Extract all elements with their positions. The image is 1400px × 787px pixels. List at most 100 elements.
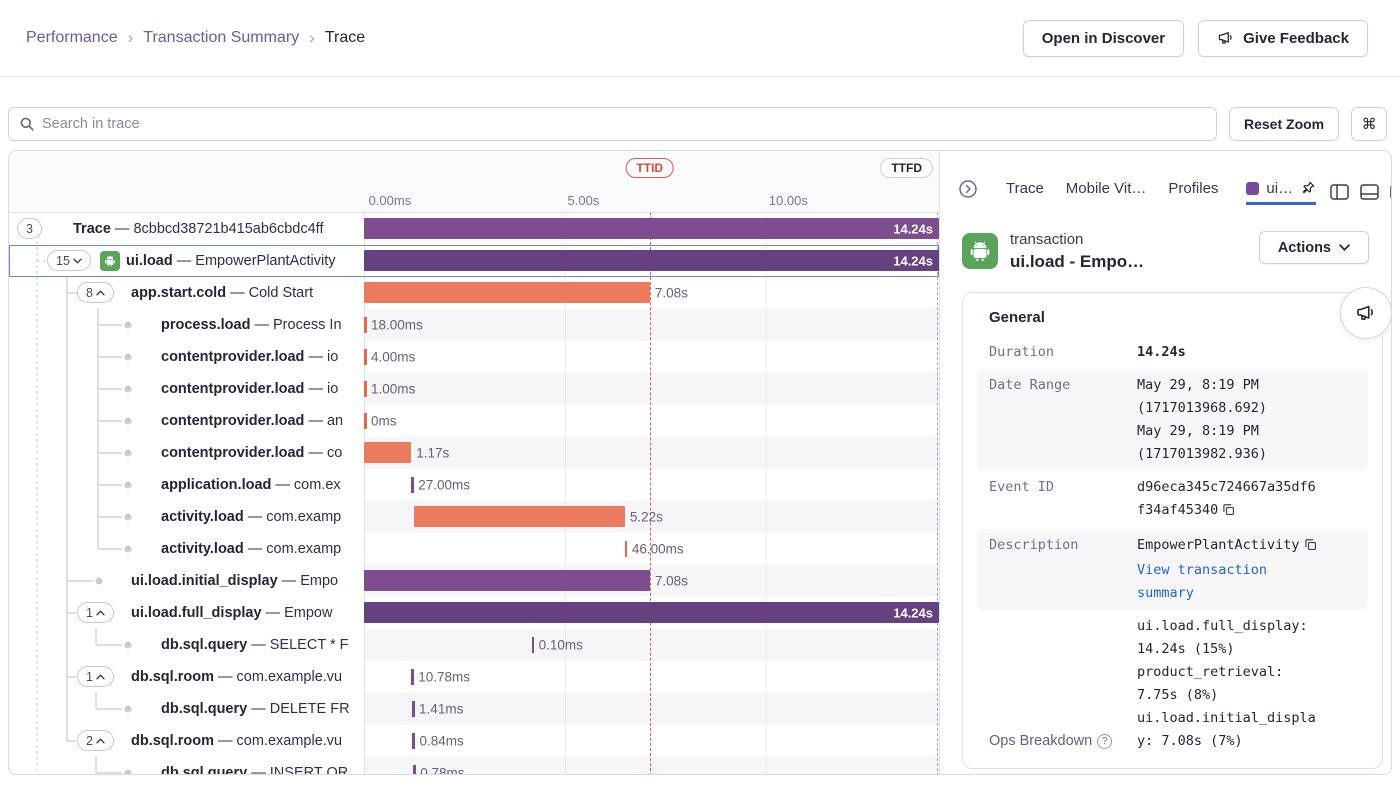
dock-left-icon[interactable]	[1330, 184, 1349, 200]
trace-row-contentprovider.load[interactable]: contentprovider.load — io4.00ms	[9, 341, 939, 373]
breadcrumb: Performance › Transaction Summary › Trac…	[26, 28, 365, 48]
breadcrumb-transaction-summary[interactable]: Transaction Summary	[143, 29, 299, 47]
give-feedback-label: Give Feedback	[1243, 30, 1349, 47]
trace-row-ui.load.full_display[interactable]: 1ui.load.full_display — Empow14.24s	[9, 597, 939, 629]
detail-row-event-id: Event IDd96eca345c724667a35df6f34af45340	[977, 471, 1368, 529]
span-children-badge[interactable]: 1	[77, 666, 114, 687]
span-duration-bar[interactable]: 14.24s	[364, 250, 939, 271]
trace-row-contentprovider.load[interactable]: contentprovider.load — io1.00ms	[9, 373, 939, 405]
trace-row-db.sql.room[interactable]: 1db.sql.room — com.example.vu10.78ms	[9, 661, 939, 693]
span-duration-tick[interactable]	[364, 317, 367, 333]
detail-value-line: d96eca345c724667a35df6	[1137, 476, 1356, 499]
span-tree-cell: contentprovider.load — io	[9, 341, 364, 373]
tab-active-ui-load[interactable]: ui…	[1246, 180, 1316, 205]
give-feedback-button[interactable]: Give Feedback	[1198, 20, 1368, 57]
span-duration-tick[interactable]	[364, 381, 367, 397]
transaction-type-label: transaction	[1010, 231, 1144, 248]
span-duration-tick[interactable]	[411, 669, 414, 685]
span-tree-cell: activity.load — com.examp	[9, 501, 364, 533]
breadcrumb-performance[interactable]: Performance	[26, 29, 118, 47]
trace-row-Trace[interactable]: 3Trace — 8cbbcd38721b415ab6cbdc4ff14.24s	[9, 213, 939, 245]
span-children-badge[interactable]: 3	[17, 218, 42, 239]
span-duration-label: 14.24s	[893, 605, 933, 620]
span-duration-tick[interactable]	[411, 477, 414, 493]
span-bar-cell: 0.78ms	[364, 757, 939, 775]
tab-profiles[interactable]: Profiles	[1168, 180, 1218, 205]
span-duration-tick[interactable]	[532, 637, 535, 653]
span-duration-label: 1.41ms	[419, 702, 463, 717]
span-duration-tick[interactable]	[364, 349, 367, 365]
span-tree-cell: process.load — Process In	[9, 309, 364, 341]
span-children-badge[interactable]: 15	[47, 250, 91, 271]
trace-row-contentprovider.load[interactable]: contentprovider.load — an0ms	[9, 405, 939, 437]
span-label: process.load — Process In	[161, 309, 342, 341]
trace-row-db.sql.room[interactable]: 2db.sql.room — com.example.vu0.84ms	[9, 725, 939, 757]
span-duration-bar[interactable]	[364, 442, 411, 463]
search-input[interactable]	[42, 116, 1206, 132]
trace-row-app.start.cold[interactable]: 8app.start.cold — Cold Start7.08s	[9, 277, 939, 309]
pin-icon[interactable]	[1300, 180, 1316, 196]
span-label: activity.load — com.examp	[161, 501, 341, 533]
view-transaction-summary-link[interactable]: summary	[1137, 582, 1356, 605]
trace-row-application.load[interactable]: application.load — com.ex27.00ms	[9, 469, 939, 501]
tab-mobile-vit-[interactable]: Mobile Vit…	[1066, 180, 1147, 205]
span-children-badge[interactable]: 2	[77, 730, 114, 751]
span-children-badge[interactable]: 8	[77, 282, 114, 303]
span-duration-bar[interactable]	[364, 570, 650, 591]
span-bar-cell: 1.41ms	[364, 693, 939, 725]
transaction-title: ui.load - Empo…	[1010, 252, 1144, 272]
tab-trace[interactable]: Trace	[1006, 180, 1044, 205]
span-duration-tick[interactable]	[364, 413, 367, 429]
span-duration-bar[interactable]	[364, 282, 650, 303]
copy-icon[interactable]	[1304, 536, 1317, 559]
trace-row-activity.load[interactable]: activity.load — com.examp5.22s	[9, 501, 939, 533]
timeline-header: 0.00ms5.00s10.00sTTIDTTFD	[9, 151, 939, 213]
trace-row-process.load[interactable]: process.load — Process In 18.00ms	[9, 309, 939, 341]
span-duration-tick[interactable]	[413, 765, 416, 775]
span-label: app.start.cold — Cold Start	[131, 277, 313, 309]
ttfd-marker-pill[interactable]: TTFD	[880, 158, 933, 178]
span-tree-cell: db.sql.query — SELECT * F	[9, 629, 364, 661]
reset-zoom-button[interactable]: Reset Zoom	[1229, 107, 1339, 141]
span-bar-cell: 1.17s	[364, 437, 939, 469]
trace-row-activity.load[interactable]: activity.load — com.examp46.00ms	[9, 533, 939, 565]
trace-row-ui.load.initial_display[interactable]: ui.load.initial_display — Empo7.08s	[9, 565, 939, 597]
view-transaction-summary-link[interactable]: View transaction	[1137, 559, 1356, 582]
copy-icon[interactable]	[1222, 501, 1235, 524]
trace-row-contentprovider.load[interactable]: contentprovider.load — co1.17s	[9, 437, 939, 469]
help-icon[interactable]: ?	[1097, 734, 1112, 749]
span-bar-cell: 18.00ms	[364, 309, 939, 341]
dock-bottom-icon[interactable]	[1360, 184, 1379, 200]
detail-label: Duration	[989, 341, 1137, 364]
command-shortcut-button[interactable]: ⌘	[1351, 107, 1387, 141]
feedback-fab-button[interactable]	[1340, 287, 1392, 339]
span-duration-label: 27.00ms	[418, 478, 470, 493]
detail-value: d96eca345c724667a35df6f34af45340	[1137, 476, 1356, 524]
dock-right-icon[interactable]	[1390, 184, 1392, 200]
span-bar-cell: 1.00ms	[364, 373, 939, 405]
trace-row-db.sql.query[interactable]: db.sql.query — SELECT * F0.10ms	[9, 629, 939, 661]
span-duration-tick[interactable]	[412, 733, 415, 749]
detail-value-line: 14.24s (15%)	[1137, 638, 1356, 661]
span-label: contentprovider.load — io	[161, 341, 338, 373]
span-duration-bar[interactable]: 14.24s	[364, 602, 939, 623]
trace-search[interactable]	[8, 107, 1217, 141]
chevron-right-circle-icon[interactable]	[958, 179, 978, 205]
open-in-discover-button[interactable]: Open in Discover	[1023, 20, 1184, 57]
trace-row-ui.load[interactable]: 15ui.load — EmpowerPlantActivity14.24s	[9, 245, 939, 277]
ttid-marker-pill[interactable]: TTID	[625, 158, 674, 178]
span-tree-cell: 2db.sql.room — com.example.vu	[9, 725, 364, 757]
span-duration-tick[interactable]	[625, 541, 628, 557]
span-duration-label: 10.78ms	[418, 670, 470, 685]
span-children-badge[interactable]: 1	[77, 602, 114, 623]
trace-row-db.sql.query[interactable]: db.sql.query — DELETE FR1.41ms	[9, 693, 939, 725]
trace-row-db.sql.query[interactable]: db.sql.query — INSERT OR0.78ms	[9, 757, 939, 775]
span-duration-tick[interactable]	[412, 701, 415, 717]
badge-count: 3	[26, 222, 33, 236]
axis-tick-label: 10.00s	[769, 193, 808, 208]
span-duration-bar[interactable]: 14.24s	[364, 218, 939, 239]
span-duration-bar[interactable]	[414, 506, 625, 527]
search-icon	[19, 116, 35, 132]
axis-tick-label: 5.00s	[568, 193, 600, 208]
actions-button[interactable]: Actions	[1259, 231, 1369, 264]
